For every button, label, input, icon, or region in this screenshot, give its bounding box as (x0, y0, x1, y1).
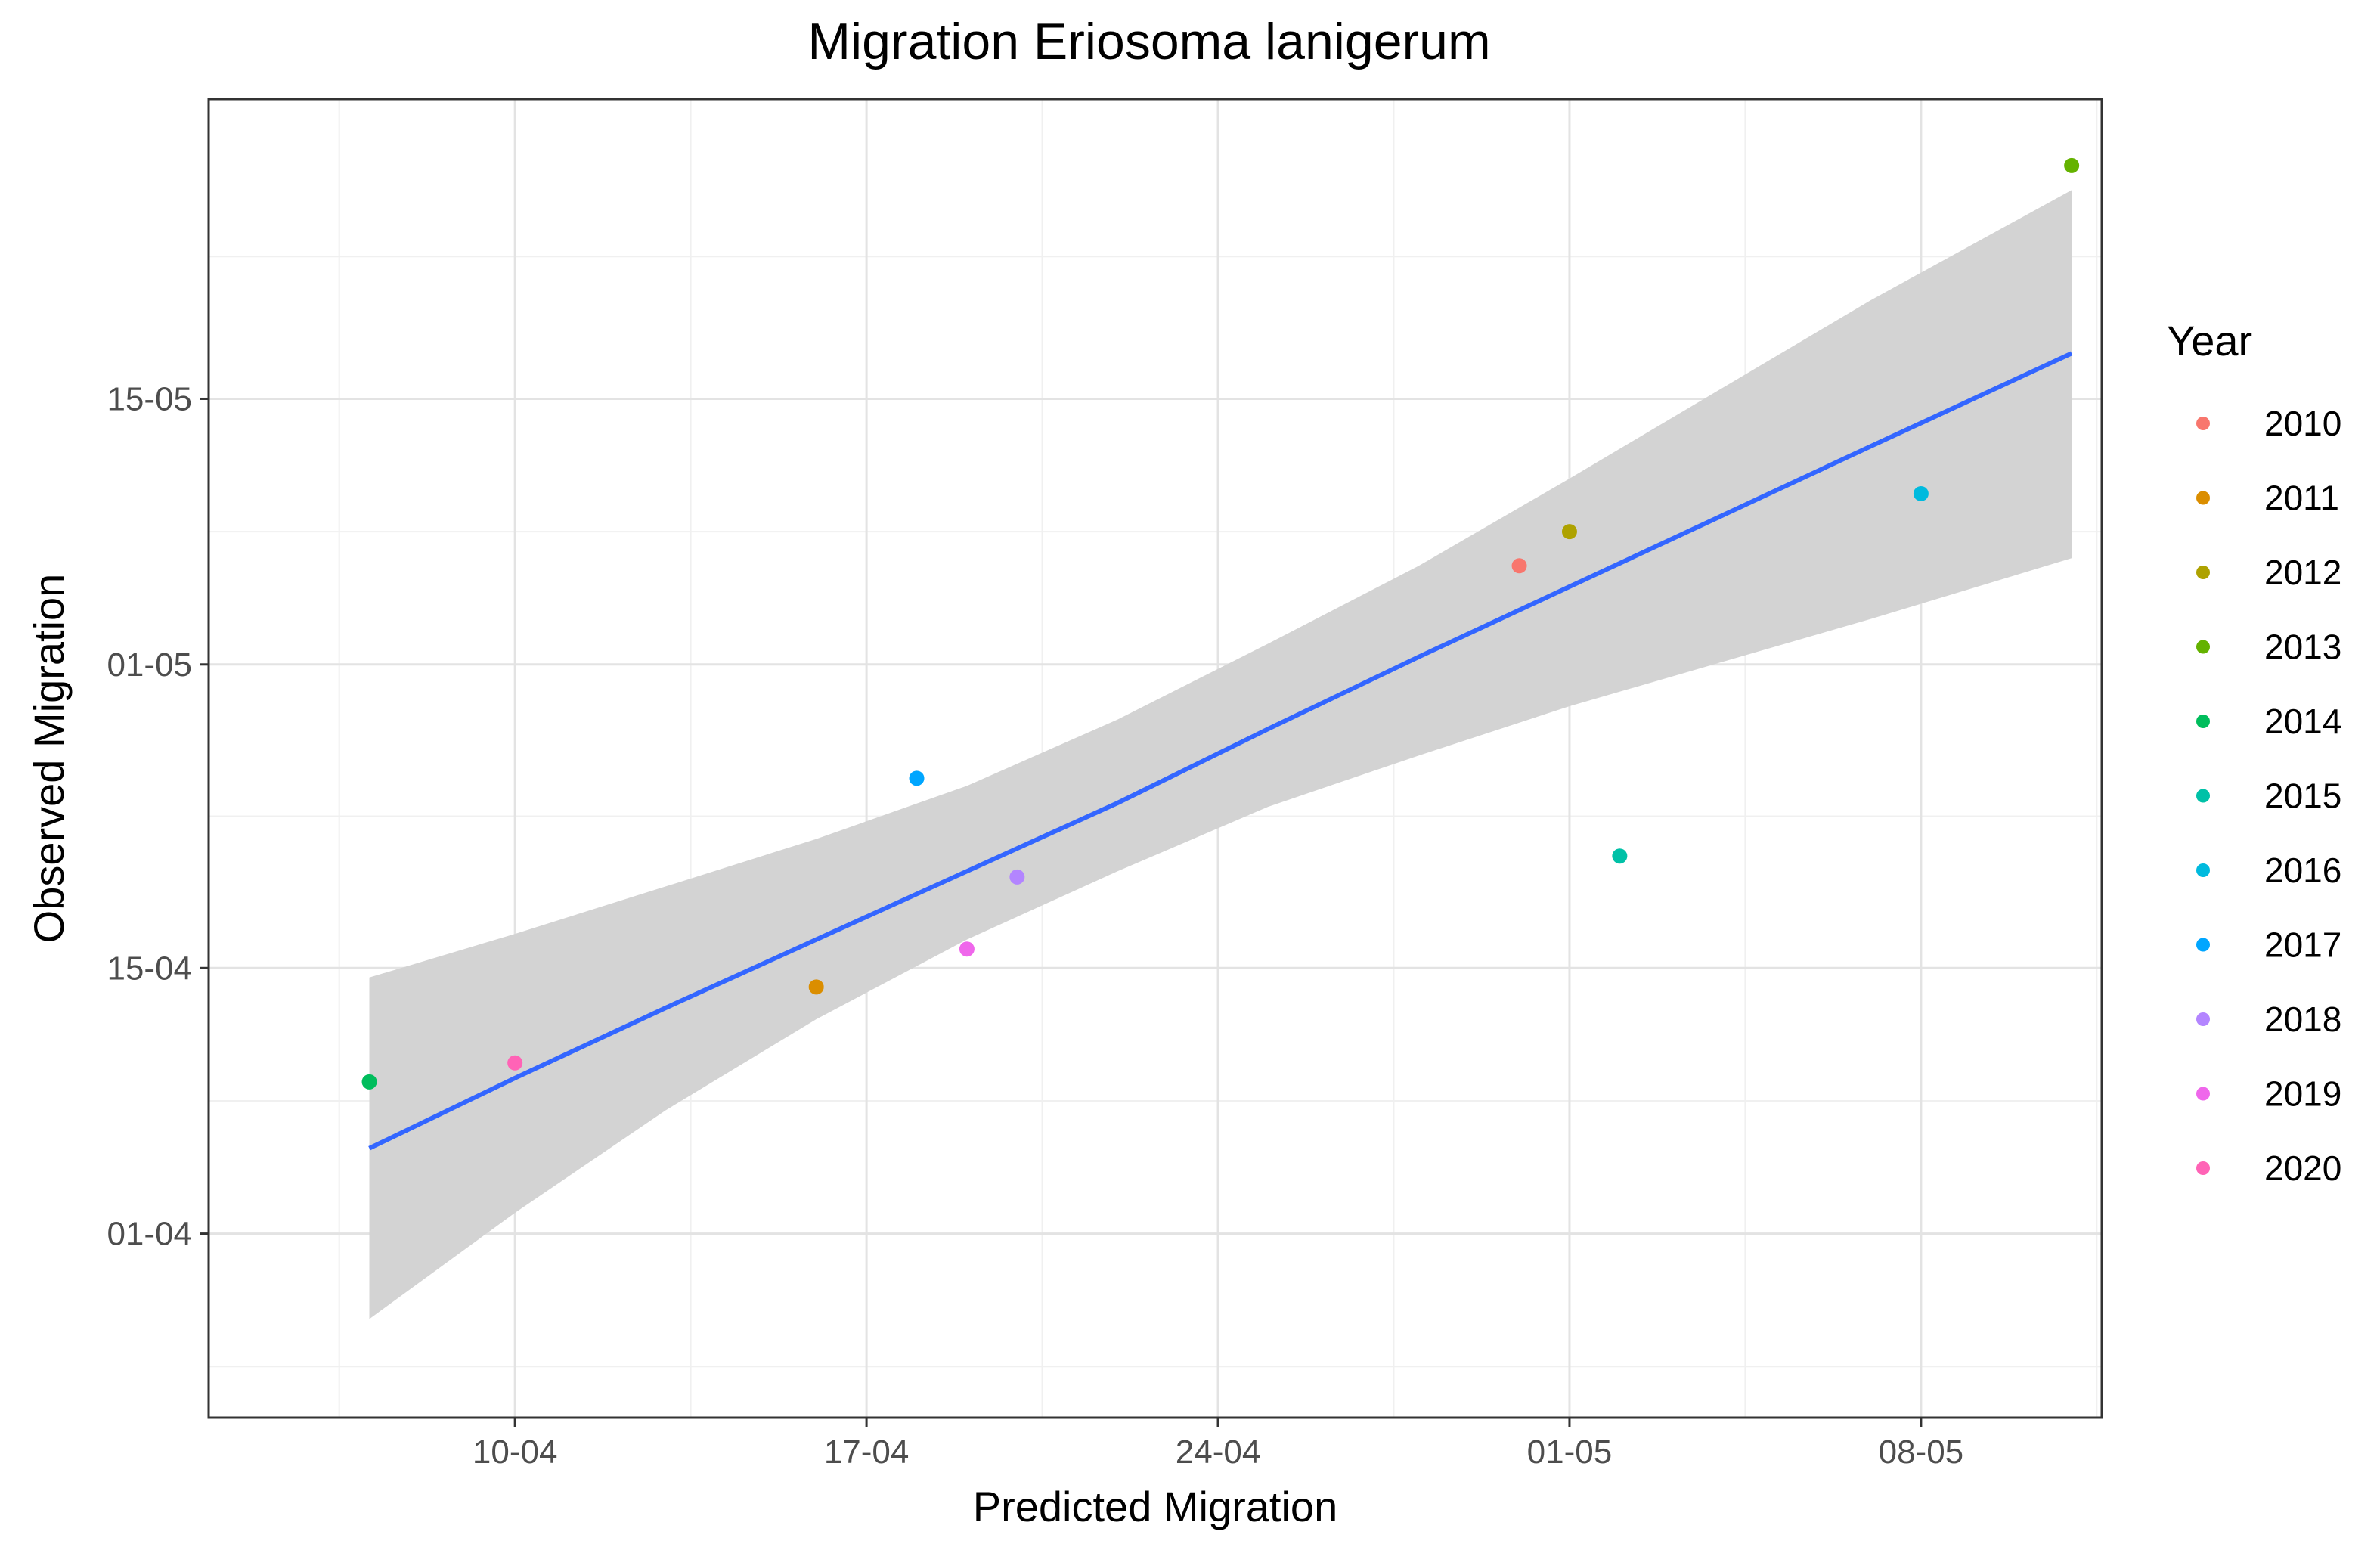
x-tick-label: 17-04 (824, 1434, 910, 1471)
legend-key-2018 (2196, 1012, 2210, 1026)
legend-key-2013 (2196, 640, 2210, 654)
y-tick-label: 15-05 (107, 380, 192, 417)
legend-label-2017: 2017 (2264, 925, 2341, 965)
legend-label-2018: 2018 (2264, 1000, 2341, 1039)
legend-key-2010 (2196, 417, 2210, 430)
data-point-2012 (1561, 524, 1577, 540)
trend-line (368, 351, 2073, 1151)
x-axis-label: Predicted Migration (973, 1483, 1337, 1530)
legend-label-2019: 2019 (2264, 1074, 2341, 1114)
legend-label-2013: 2013 (2264, 628, 2341, 667)
legend-key-2016 (2196, 863, 2210, 877)
legend-label-2010: 2010 (2264, 404, 2341, 443)
legend-label-2011: 2011 (2264, 479, 2339, 518)
legend-title: Year (2167, 317, 2252, 364)
data-point-2017 (909, 770, 925, 786)
x-tick-label: 10-04 (473, 1434, 558, 1471)
legend-key-2020 (2196, 1161, 2210, 1175)
y-tick-label: 15-04 (107, 950, 192, 987)
data-point-2018 (1009, 869, 1025, 885)
legend-key-2019 (2196, 1087, 2210, 1101)
legend-key-2012 (2196, 566, 2210, 579)
legend-label-2012: 2012 (2264, 553, 2341, 592)
legend-label-2015: 2015 (2264, 777, 2341, 816)
data-point-2016 (1913, 485, 1929, 501)
data-point-2011 (808, 979, 824, 995)
data-point-2014 (361, 1074, 377, 1090)
legend-key-2014 (2196, 715, 2210, 728)
x-tick-label: 24-04 (1176, 1434, 1261, 1471)
legend-key-2011 (2196, 491, 2210, 505)
y-tick-label: 01-04 (107, 1216, 192, 1253)
x-tick-label: 08-05 (1879, 1434, 1964, 1471)
panel-border (207, 98, 2103, 1419)
x-tick-label: 01-05 (1527, 1434, 1613, 1471)
data-point-2010 (1511, 558, 1527, 574)
trend-line-layer (368, 351, 2073, 1151)
legend-label-2020: 2020 (2264, 1149, 2341, 1188)
data-point-2020 (507, 1055, 523, 1071)
legend-label-2016: 2016 (2264, 851, 2341, 890)
y-tick-label: 01-05 (107, 646, 192, 684)
legend-label-2014: 2014 (2264, 702, 2341, 741)
chart-title: Migration Eriosoma lanigerum (807, 13, 1490, 70)
y-axis: 01-04 15-04 01-05 15-05 (107, 380, 209, 1253)
y-axis-label: Observed Migration (25, 574, 73, 944)
data-point-2015 (1612, 848, 1628, 864)
data-point-2013 (2064, 157, 2080, 173)
data-point-2019 (959, 941, 975, 957)
points-layer (361, 157, 2080, 1090)
legend: Year 2010 2011 2012 2013 2014 2015 2016 2017 201… (2167, 317, 2341, 1188)
legend-key-2017 (2196, 938, 2210, 952)
x-axis: 10-04 17-04 24-04 01-05 08-05 (473, 1418, 1963, 1471)
legend-key-2015 (2196, 789, 2210, 803)
